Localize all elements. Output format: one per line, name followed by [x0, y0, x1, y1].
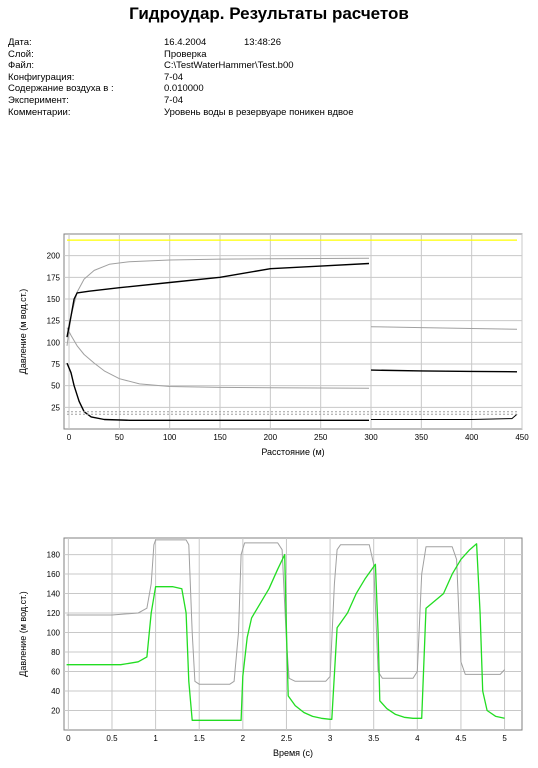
x-axis-label: Время (с)	[273, 748, 313, 758]
y-tick-label: 40	[51, 687, 60, 696]
y-tick-label: 125	[47, 317, 61, 326]
y-axis-label: Давление (м вод.ст.)	[18, 289, 28, 374]
x-tick-label: 0	[66, 734, 71, 743]
y-tick-label: 100	[47, 629, 61, 638]
x-tick-label: 2.5	[281, 734, 293, 743]
info-value: 7-04	[164, 71, 184, 83]
y-tick-label: 20	[51, 707, 60, 716]
x-tick-label: 4	[415, 734, 420, 743]
series-line-8	[371, 413, 518, 420]
series-line-1	[66, 539, 505, 685]
info-label: Эксперимент:	[8, 94, 69, 106]
y-tick-label: 175	[47, 273, 61, 282]
series-line-4	[370, 326, 518, 330]
series-line-5	[66, 262, 370, 338]
x-tick-label: 3.5	[368, 734, 380, 743]
x-tick-label: 400	[465, 433, 479, 442]
y-tick-label: 100	[47, 338, 61, 347]
time-pressure-chart: 0 0.5 1 1.5 2 2.5 3 3.5 4 4.5 5 20 40 60 80 100 120 140 16…	[18, 537, 523, 758]
x-tick-label: 1.5	[194, 734, 206, 743]
info-label: Слой:	[8, 48, 34, 60]
info-label: Содержание воздуха в :	[8, 83, 114, 95]
series-line-6	[66, 362, 369, 421]
info-time: 13:48:26	[244, 37, 281, 48]
y-tick-label: 80	[51, 648, 60, 657]
y-tick-label: 25	[51, 403, 60, 412]
page-title: Гидроудар. Результаты расчетов	[129, 4, 409, 23]
info-label: Конфигурация:	[8, 71, 75, 83]
y-tick-label: 120	[47, 609, 61, 618]
y-tick-label: 140	[47, 590, 61, 599]
series-line-2	[66, 543, 505, 721]
y-tick-label: 200	[47, 252, 61, 261]
x-tick-label: 0	[67, 433, 72, 442]
y-tick-label: 75	[51, 360, 60, 369]
x-tick-label: 4.5	[455, 734, 467, 743]
x-tick-label: 1	[153, 734, 158, 743]
x-tick-label: 5	[502, 734, 507, 743]
info-label: Дата:	[8, 37, 32, 48]
series-line-7	[370, 369, 518, 373]
info-value: 16.4.2004	[164, 37, 207, 48]
x-tick-label: 50	[115, 433, 124, 442]
x-axis-label: Расстояние (м)	[261, 447, 324, 457]
x-tick-label: 0.5	[106, 734, 118, 743]
distance-pressure-chart: 0 50 100 150 200 250 300 350 400 450 25 50 75 100 125 1…	[18, 233, 529, 457]
info-value: 7-04	[164, 94, 184, 106]
x-tick-label: 2	[241, 734, 246, 743]
x-tick-label: 3	[328, 734, 333, 743]
y-tick-label: 50	[51, 382, 60, 391]
y-axis-label: Давление (м вод.ст.)	[18, 591, 28, 676]
series-line-2	[66, 257, 370, 346]
info-value: 0.010000	[164, 83, 204, 95]
plot-area	[63, 537, 523, 731]
x-tick-label: 350	[415, 433, 429, 442]
y-tick-label: 60	[51, 668, 60, 677]
info-value: C:\TestWaterHammer\Test.b00	[164, 60, 294, 72]
x-tick-label: 250	[314, 433, 328, 442]
series-line-3	[66, 327, 370, 389]
info-label: Комментарии:	[8, 106, 71, 118]
y-tick-label: 160	[47, 570, 61, 579]
info-label: Файл:	[8, 60, 34, 72]
y-tick-label: 150	[47, 295, 61, 304]
x-tick-label: 300	[364, 433, 378, 442]
info-value: Уровень воды в резервуаре поникен вдвое	[164, 106, 354, 118]
y-tick-label: 180	[47, 551, 61, 560]
x-tick-label: 450	[515, 433, 529, 442]
x-tick-label: 200	[264, 433, 278, 442]
plot-area	[63, 233, 523, 430]
x-tick-label: 100	[163, 433, 177, 442]
x-tick-label: 150	[213, 433, 227, 442]
info-value: Проверка	[164, 48, 207, 60]
